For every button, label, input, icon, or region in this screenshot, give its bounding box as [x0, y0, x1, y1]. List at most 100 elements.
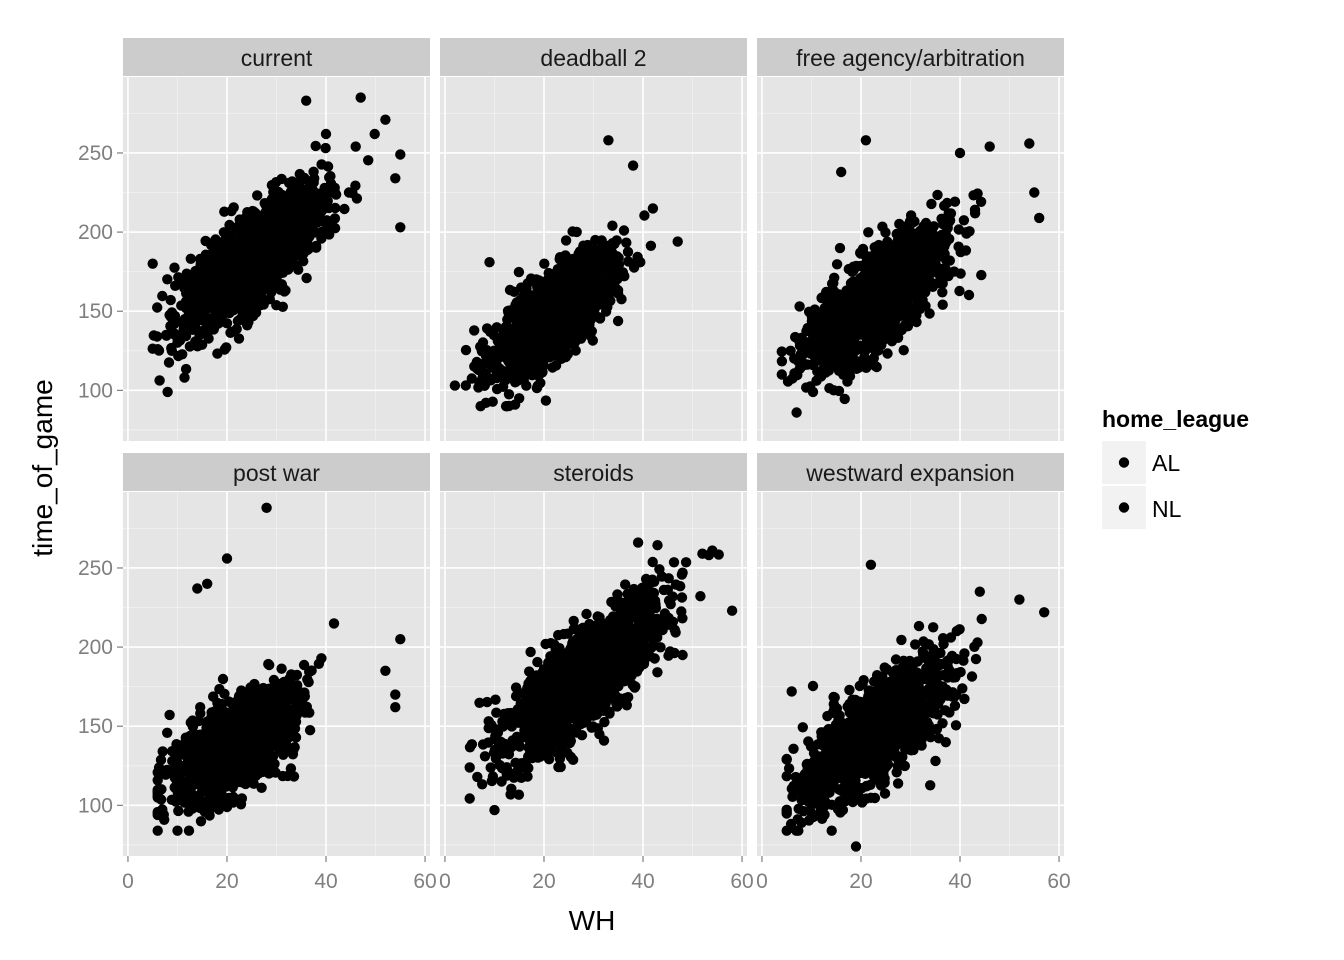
- data-point: [869, 267, 880, 279]
- data-point: [894, 218, 905, 230]
- data-point: [369, 128, 380, 140]
- data-point: [905, 210, 917, 221]
- data-point: [621, 237, 632, 248]
- data-point: [603, 135, 614, 146]
- data-point: [924, 308, 935, 319]
- data-point: [514, 354, 526, 365]
- data-point: [898, 345, 909, 356]
- data-point: [627, 160, 639, 171]
- data-point: [607, 259, 619, 271]
- data-point: [921, 236, 932, 248]
- facet-strip-label: post war: [233, 460, 320, 486]
- data-point: [257, 268, 269, 279]
- data-point: [823, 322, 834, 334]
- data-point: [170, 280, 181, 291]
- data-point: [247, 310, 259, 322]
- data-point: [801, 382, 812, 393]
- data-point: [544, 283, 555, 294]
- data-point: [954, 285, 965, 297]
- data-point: [960, 245, 972, 256]
- data-point: [824, 293, 836, 304]
- data-point: [937, 299, 948, 310]
- data-point: [192, 282, 204, 293]
- data-point: [558, 280, 569, 292]
- data-point: [898, 301, 910, 313]
- data-point: [822, 353, 833, 365]
- data-point: [239, 218, 250, 230]
- data-point: [521, 343, 532, 354]
- facet-post-war: post war: [123, 453, 430, 856]
- data-point: [939, 200, 950, 211]
- data-point: [618, 225, 630, 236]
- data-point: [855, 247, 866, 258]
- data-point: [836, 166, 847, 178]
- data-point: [855, 260, 866, 272]
- data-point: [203, 260, 214, 271]
- data-point: [329, 223, 341, 234]
- data-point: [347, 187, 358, 199]
- data-point: [475, 401, 486, 412]
- data-point: [569, 287, 580, 298]
- data-point: [937, 287, 948, 298]
- data-point: [311, 191, 323, 202]
- data-point: [1024, 138, 1035, 149]
- data-point: [499, 325, 511, 336]
- data-point: [308, 166, 319, 177]
- data-point: [169, 262, 180, 273]
- data-point: [915, 300, 926, 312]
- data-point: [796, 355, 807, 367]
- data-point: [460, 344, 472, 356]
- data-point: [192, 341, 203, 352]
- data-point: [160, 329, 172, 341]
- data-point: [224, 219, 235, 231]
- data-point: [984, 141, 995, 152]
- data-point: [831, 259, 843, 270]
- data-point: [608, 285, 619, 297]
- points-deadball-2: [449, 135, 683, 412]
- data-point: [264, 659, 275, 671]
- facet-deadball-2: deadball 2: [440, 38, 747, 441]
- data-point: [843, 314, 854, 325]
- data-point: [252, 190, 263, 201]
- data-point: [163, 357, 175, 368]
- data-point: [955, 268, 966, 279]
- data-point: [537, 367, 548, 378]
- facet-panels: current deadball 2 free agency/arbitration…: [123, 38, 1064, 856]
- data-point: [849, 294, 860, 306]
- data-point: [279, 213, 290, 225]
- data-point: [218, 227, 230, 238]
- data-point: [204, 298, 215, 310]
- data-point: [206, 313, 217, 324]
- data-point: [940, 237, 952, 248]
- data-point: [920, 217, 932, 229]
- data-point: [206, 275, 217, 287]
- data-point: [509, 286, 520, 297]
- data-point: [152, 302, 163, 313]
- data-point: [212, 251, 223, 262]
- data-point: [567, 226, 578, 237]
- data-point: [276, 189, 287, 200]
- data-point: [926, 198, 937, 210]
- data-point: [151, 331, 163, 342]
- data-point: [854, 309, 865, 320]
- data-point: [514, 393, 525, 404]
- data-point: [569, 277, 580, 288]
- data-point: [298, 192, 309, 203]
- data-point: [164, 709, 175, 721]
- data-point: [247, 248, 258, 259]
- data-point: [899, 259, 911, 270]
- data-point: [841, 303, 852, 314]
- data-point: [174, 334, 185, 346]
- data-point: [844, 370, 856, 382]
- data-point: [275, 222, 287, 234]
- data-point: [823, 334, 835, 345]
- data-point: [587, 279, 598, 290]
- data-point: [932, 189, 943, 201]
- data-point: [329, 213, 341, 224]
- data-point: [519, 291, 530, 303]
- data-point: [926, 277, 937, 288]
- data-point: [944, 255, 955, 266]
- data-point: [911, 260, 922, 271]
- data-point: [195, 708, 206, 719]
- data-point: [259, 211, 270, 222]
